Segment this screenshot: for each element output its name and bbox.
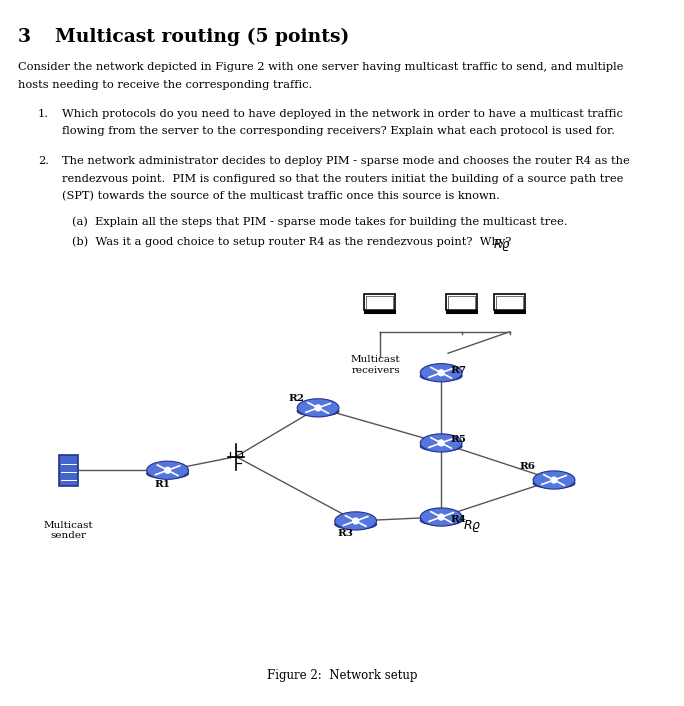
Circle shape [438, 514, 444, 520]
Text: rendezvous point.  PIM is configured so that the routers initiat the building of: rendezvous point. PIM is configured so t… [62, 174, 623, 184]
Text: R1: R1 [155, 480, 170, 489]
Ellipse shape [146, 469, 189, 479]
Ellipse shape [533, 478, 575, 489]
Text: R5: R5 [450, 436, 466, 445]
Text: R4: R4 [450, 515, 466, 524]
Text: R3: R3 [338, 530, 354, 539]
Text: (b)  Was it a good choice to setup router R4 as the rendezvous point?  Why?: (b) Was it a good choice to setup router… [72, 236, 512, 246]
Circle shape [438, 440, 444, 446]
Text: Multicast
sender: Multicast sender [44, 521, 93, 540]
Bar [364, 311, 395, 313]
Ellipse shape [146, 461, 189, 479]
Bar [448, 296, 475, 309]
Ellipse shape [420, 508, 462, 526]
Text: hosts needing to receive the corresponding traffic.: hosts needing to receive the correspondi… [18, 80, 313, 90]
Text: (SPT) towards the source of the multicast traffic once this source is known.: (SPT) towards the source of the multicas… [62, 191, 500, 201]
Bar [364, 294, 395, 311]
Circle shape [165, 467, 170, 473]
Circle shape [551, 477, 557, 483]
Text: $R\varrho$: $R\varrho$ [493, 237, 510, 253]
Ellipse shape [334, 519, 377, 530]
Circle shape [353, 518, 358, 524]
Ellipse shape [420, 364, 462, 382]
Ellipse shape [533, 471, 575, 489]
Text: flowing from the server to the corresponding receivers? Explain what each protoc: flowing from the server to the correspon… [62, 126, 615, 136]
Ellipse shape [420, 515, 462, 525]
Bar [446, 294, 477, 311]
Bar [494, 311, 525, 313]
Text: The network administrator decides to deploy PIM - sparse mode and chooses the ro: The network administrator decides to dep… [62, 156, 630, 166]
Text: R7: R7 [450, 366, 466, 376]
Bar [366, 296, 393, 309]
Ellipse shape [420, 371, 462, 381]
Text: Figure 2:  Network setup: Figure 2: Network setup [267, 669, 417, 682]
Text: Multicast routing (5 points): Multicast routing (5 points) [55, 28, 350, 47]
Text: 1.: 1. [38, 109, 49, 119]
Bar [496, 296, 523, 309]
Bar [59, 455, 78, 486]
Ellipse shape [297, 399, 339, 417]
Text: Multicast
receivers: Multicast receivers [351, 355, 400, 375]
Text: Consider the network depicted in Figure 2 with one server having multicast traff: Consider the network depicted in Figure … [18, 62, 623, 72]
Text: 2.: 2. [38, 156, 49, 166]
Text: R6: R6 [519, 462, 535, 470]
Text: (a)  Explain all the steps that PIM - sparse mode takes for building the multica: (a) Explain all the steps that PIM - spa… [72, 217, 568, 227]
Circle shape [315, 405, 321, 411]
Text: 3: 3 [18, 28, 31, 46]
Ellipse shape [334, 512, 377, 530]
Ellipse shape [297, 406, 339, 416]
Ellipse shape [420, 434, 462, 452]
Bar [494, 294, 525, 311]
Text: $R\varrho$: $R\varrho$ [463, 518, 482, 534]
Text: R2: R2 [288, 395, 304, 403]
Ellipse shape [420, 441, 462, 451]
Bar [446, 311, 477, 313]
Text: Which protocols do you need to have deployed in the network in order to have a m: Which protocols do you need to have depl… [62, 109, 623, 119]
Circle shape [438, 370, 444, 376]
